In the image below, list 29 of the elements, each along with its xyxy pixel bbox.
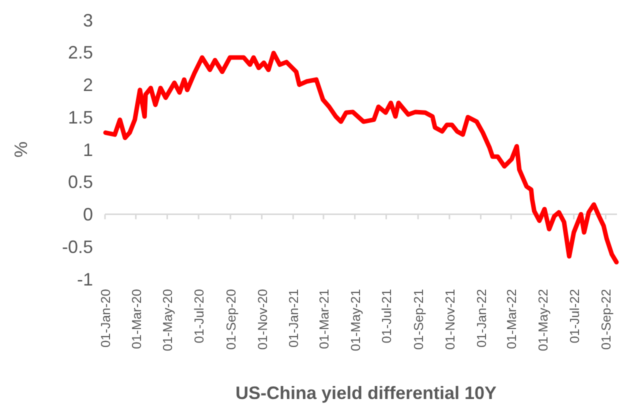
x-tick-label: 01-Sep-22: [598, 289, 614, 350]
line-series: [103, 50, 619, 264]
y-axis-title: %: [11, 141, 31, 158]
x-tick-label: 01-Nov-21: [442, 289, 458, 350]
x-tick-label: 01-May-21: [348, 289, 363, 352]
y-tick-label: 2: [82, 75, 93, 96]
x-tick-label: 01-Jul-22: [566, 289, 582, 344]
y-tick-label: 0.5: [68, 172, 93, 192]
x-tick-label: 01-Jan-21: [286, 289, 302, 348]
y-tick-label: -1: [76, 269, 93, 290]
x-axis-title: US-China yield differential 10Y: [235, 383, 497, 403]
y-tick-label: 3: [82, 10, 93, 30]
x-tick-label: 01-Mar-22: [504, 289, 520, 349]
x-tick-label: 01-May-22: [535, 289, 550, 352]
x-tick-label: 01-Jul-20: [192, 289, 207, 344]
x-tick-label: 01-Sep-21: [411, 289, 426, 350]
y-tick-label: 0: [82, 204, 93, 225]
x-tick-label: 01-Mar-21: [316, 289, 332, 349]
y-tick-label: 2.5: [68, 42, 93, 63]
x-tick-label: 01-Mar-20: [128, 289, 144, 349]
y-tick-label: 1: [82, 140, 93, 160]
x-tick-label: 01-Nov-20: [254, 289, 270, 350]
y-tick-label: -0.5: [62, 236, 93, 257]
x-tick-label: 01-Jul-21: [379, 289, 394, 344]
x-tick-label: 01-May-20: [160, 289, 176, 352]
x-tick-label: 01-Sep-20: [223, 289, 238, 350]
x-tick-label: 01-Jan-20: [98, 289, 113, 348]
x-tick-label: 01-Jan-22: [474, 289, 489, 348]
y-tick-label: 1.5: [68, 107, 93, 128]
